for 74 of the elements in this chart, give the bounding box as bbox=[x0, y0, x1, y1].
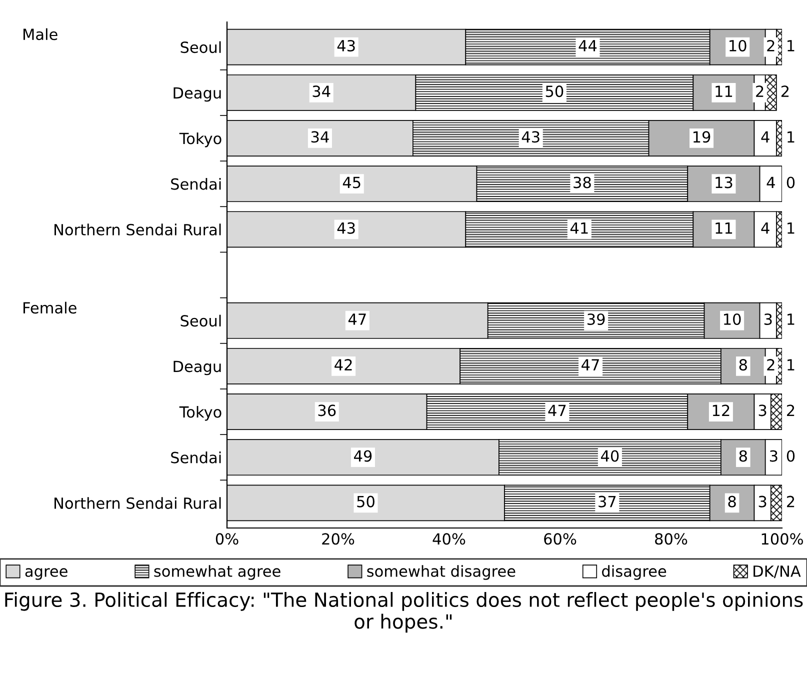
data-label: 11 bbox=[716, 86, 732, 97]
data-label: 45 bbox=[342, 176, 360, 188]
data-label: 19 bbox=[693, 131, 710, 143]
data-label: 2 bbox=[787, 496, 794, 508]
x-tick-label: 60% bbox=[544, 533, 576, 545]
data-label: 12 bbox=[712, 404, 730, 416]
data-label: 49 bbox=[354, 450, 372, 462]
data-label: 2 bbox=[781, 86, 789, 97]
x-tick-label: 20% bbox=[322, 533, 354, 545]
data-label: 10 bbox=[730, 40, 746, 52]
data-label: 1 bbox=[788, 222, 794, 234]
data-label: 39 bbox=[588, 313, 605, 326]
data-label: 3 bbox=[758, 496, 766, 508]
data-label: 0 bbox=[786, 176, 795, 188]
data-label: 38 bbox=[574, 176, 591, 188]
data-label: 43 bbox=[522, 131, 540, 143]
data-label: 8 bbox=[739, 359, 747, 371]
legend-label: somewhat disagree bbox=[367, 565, 516, 580]
data-label: 11 bbox=[716, 222, 732, 234]
data-label: 43 bbox=[337, 40, 355, 52]
data-label: 1 bbox=[788, 314, 794, 325]
y-tick-label: Tokyo bbox=[179, 132, 222, 148]
data-label: 1 bbox=[788, 40, 794, 52]
data-label: 1 bbox=[788, 131, 794, 142]
data-label: 41 bbox=[570, 222, 588, 234]
data-label: 47 bbox=[582, 359, 599, 370]
legend-label: somewhat agree bbox=[154, 565, 280, 580]
text: Figure 3. Political Efficacy: "The National politics does not reflect people's opinions or hopes." bbox=[5, 592, 803, 633]
text: Male bbox=[24, 28, 58, 40]
data-label: 4 bbox=[766, 176, 775, 188]
data-label: 10 bbox=[724, 313, 741, 326]
y-tick-label: Seoul bbox=[180, 41, 221, 54]
data-label: 34 bbox=[311, 131, 329, 143]
data-label: 50 bbox=[357, 496, 374, 508]
data-label: 13 bbox=[716, 176, 732, 188]
text: Female bbox=[24, 302, 76, 314]
data-label: 3 bbox=[764, 313, 772, 326]
y-tick-label: Deagu bbox=[174, 360, 221, 376]
data-label: 47 bbox=[548, 404, 566, 416]
x-tick-label: 0% bbox=[216, 533, 238, 545]
y-tick-label: Sendai bbox=[171, 178, 221, 190]
data-label: 2 bbox=[767, 359, 774, 370]
y-tick-label: Seoul bbox=[180, 314, 221, 327]
y-tick-label: Sendai bbox=[171, 452, 221, 464]
data-label: 2 bbox=[767, 40, 774, 52]
y-tick-label: Northern Sendai Rural bbox=[54, 224, 221, 236]
data-label: 2 bbox=[756, 86, 764, 97]
legend-label: DK/NA bbox=[754, 566, 801, 578]
data-label: 0 bbox=[786, 450, 795, 462]
data-label: 4 bbox=[761, 131, 770, 142]
data-label: 43 bbox=[337, 222, 355, 234]
data-label: 8 bbox=[739, 450, 747, 462]
data-label: 42 bbox=[334, 359, 352, 370]
legend-label: disagree bbox=[602, 565, 666, 580]
x-tick-label: 100% bbox=[762, 533, 803, 545]
legend-label: agree bbox=[25, 568, 68, 580]
data-label: 8 bbox=[728, 496, 736, 508]
y-tick-label: Deagu bbox=[174, 87, 221, 102]
data-label: 3 bbox=[758, 404, 766, 416]
x-tick-label: 80% bbox=[655, 533, 688, 545]
data-label: 37 bbox=[598, 496, 616, 508]
data-label: 44 bbox=[578, 40, 597, 52]
x-tick-label: 40% bbox=[432, 533, 466, 545]
data-label: 3 bbox=[770, 450, 778, 462]
data-label: 50 bbox=[546, 86, 564, 98]
data-label: 36 bbox=[318, 404, 336, 416]
y-tick-label: Northern Sendai Rural bbox=[54, 497, 221, 509]
data-label: 40 bbox=[600, 450, 619, 462]
data-label: 4 bbox=[761, 222, 770, 234]
data-label: 1 bbox=[788, 359, 794, 370]
y-tick-label: Tokyo bbox=[179, 406, 222, 421]
data-label: 2 bbox=[787, 404, 794, 416]
data-label: 34 bbox=[312, 86, 330, 98]
data-label: 47 bbox=[348, 314, 366, 325]
